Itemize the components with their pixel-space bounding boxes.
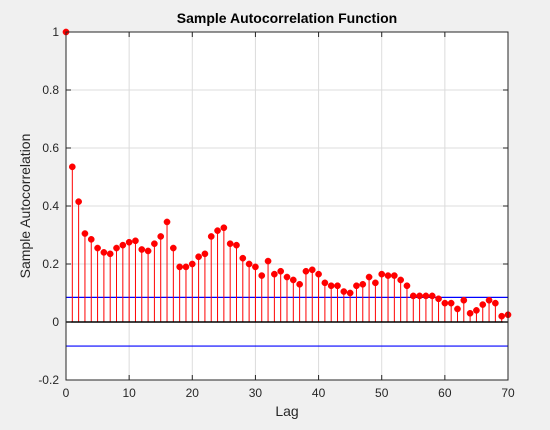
acf-point bbox=[245, 260, 253, 268]
stem-series bbox=[62, 28, 512, 322]
acf-point bbox=[409, 292, 417, 300]
acf-point bbox=[384, 272, 392, 279]
acf-point bbox=[447, 299, 455, 307]
acf-point bbox=[188, 260, 196, 268]
acf-point bbox=[157, 233, 165, 240]
acf-point bbox=[283, 273, 291, 281]
acf-point bbox=[479, 301, 487, 308]
y-tick-label: -0.2 bbox=[38, 373, 59, 387]
acf-point bbox=[378, 270, 386, 278]
acf-point bbox=[441, 299, 449, 307]
acf-point bbox=[201, 250, 209, 258]
acf-point bbox=[346, 289, 354, 297]
acf-point bbox=[113, 244, 120, 252]
acf-point bbox=[81, 230, 89, 237]
acf-point bbox=[397, 276, 405, 284]
acf-point bbox=[125, 238, 133, 246]
ticks: 0 10 20 30 40 50 60 70 -0.2 0 0.2 0.4 0.6 0.8 1 bbox=[38, 25, 515, 400]
acf-point bbox=[466, 309, 474, 317]
acf-point bbox=[422, 292, 430, 300]
acf-point bbox=[340, 288, 348, 295]
acf-point bbox=[271, 270, 278, 278]
acf-point bbox=[220, 224, 228, 232]
acf-point bbox=[460, 296, 468, 304]
y-tick-label: 0.6 bbox=[42, 141, 59, 155]
y-tick-label: 1 bbox=[52, 25, 59, 39]
acf-point bbox=[207, 233, 215, 240]
acf-point bbox=[321, 279, 329, 287]
acf-point bbox=[258, 272, 266, 279]
acf-point bbox=[296, 280, 303, 288]
acf-point bbox=[492, 299, 499, 307]
acf-point bbox=[365, 273, 373, 281]
acf-point bbox=[416, 292, 423, 300]
acf-point bbox=[163, 218, 171, 226]
acf-point bbox=[353, 282, 360, 290]
acf-point bbox=[176, 263, 184, 271]
x-tick-label: 10 bbox=[122, 386, 136, 400]
acf-point bbox=[359, 280, 367, 288]
acf-point bbox=[252, 263, 259, 271]
acf-point bbox=[94, 244, 101, 252]
y-tick-label: 0.2 bbox=[42, 257, 59, 271]
acf-point bbox=[169, 244, 177, 252]
acf-point bbox=[315, 270, 322, 278]
acf-point bbox=[195, 253, 202, 261]
x-tick-label: 50 bbox=[375, 386, 389, 400]
acf-point bbox=[277, 267, 285, 275]
y-tick-label: 0 bbox=[52, 315, 59, 329]
x-tick-label: 70 bbox=[501, 386, 515, 400]
acf-point bbox=[473, 307, 480, 314]
acf-point bbox=[454, 305, 461, 313]
acf-point bbox=[372, 279, 379, 287]
acf-point bbox=[428, 292, 436, 300]
acf-point bbox=[308, 266, 316, 274]
acf-point bbox=[106, 250, 114, 258]
acf-point bbox=[226, 240, 234, 248]
acf-point bbox=[132, 237, 139, 245]
acf-point bbox=[119, 241, 127, 249]
acf-point bbox=[138, 246, 146, 253]
acf-point bbox=[485, 296, 493, 304]
x-tick-label: 40 bbox=[312, 386, 326, 400]
acf-point bbox=[182, 263, 190, 271]
acf-point bbox=[334, 282, 341, 290]
y-tick-label: 0.8 bbox=[42, 83, 59, 97]
acf-point bbox=[144, 247, 152, 255]
x-tick-label: 60 bbox=[438, 386, 452, 400]
acf-point bbox=[403, 282, 411, 290]
acf-point bbox=[151, 240, 158, 248]
chart-title: Sample Autocorrelation Function bbox=[177, 10, 397, 26]
acf-point bbox=[87, 236, 95, 243]
acf-point bbox=[68, 163, 76, 171]
acf-point bbox=[214, 227, 221, 234]
acf-point bbox=[100, 249, 108, 256]
acf-point bbox=[390, 272, 398, 279]
y-tick-label: 0.4 bbox=[42, 199, 59, 213]
acf-point bbox=[239, 254, 247, 262]
x-tick-label: 20 bbox=[186, 386, 200, 400]
acf-point bbox=[302, 267, 310, 275]
x-tick-label: 0 bbox=[63, 386, 70, 400]
acf-point bbox=[327, 282, 335, 290]
x-tick-label: 30 bbox=[249, 386, 263, 400]
y-axis-label: Sample Autocorrelation bbox=[17, 134, 33, 279]
acf-point bbox=[75, 198, 82, 205]
x-axis-label: Lag bbox=[275, 403, 298, 419]
acf-point bbox=[289, 276, 297, 284]
acf-point bbox=[264, 257, 272, 265]
acf-point bbox=[435, 295, 442, 303]
acf-point bbox=[498, 312, 506, 320]
acf-point bbox=[233, 241, 240, 249]
